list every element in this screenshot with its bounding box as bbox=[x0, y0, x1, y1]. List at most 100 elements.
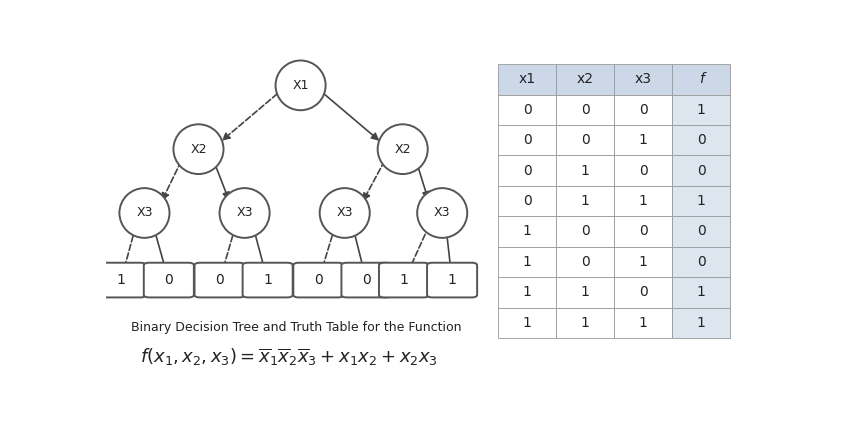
Bar bbox=[672, 216, 730, 246]
Ellipse shape bbox=[219, 188, 269, 238]
Text: Binary Decision Tree and Truth Table for the Function: Binary Decision Tree and Truth Table for… bbox=[131, 321, 462, 334]
Text: 0: 0 bbox=[523, 133, 531, 147]
Text: 0: 0 bbox=[581, 103, 590, 117]
Text: x3: x3 bbox=[635, 72, 652, 86]
FancyBboxPatch shape bbox=[427, 263, 477, 297]
Bar bbox=[498, 308, 556, 338]
Bar bbox=[615, 64, 672, 94]
Text: 1: 1 bbox=[264, 273, 272, 287]
Text: x1: x1 bbox=[518, 72, 536, 86]
Text: $f(x_1, x_2, x_3) = \overline{x}_1\overline{x}_2\overline{x}_3 + x_1x_2 + x_2x_3: $f(x_1, x_2, x_3) = \overline{x}_1\overl… bbox=[140, 346, 439, 368]
Ellipse shape bbox=[377, 124, 428, 174]
Text: 1: 1 bbox=[523, 255, 531, 269]
Bar bbox=[556, 94, 615, 125]
Bar bbox=[672, 94, 730, 125]
Bar bbox=[556, 277, 615, 308]
Bar bbox=[498, 186, 556, 216]
FancyBboxPatch shape bbox=[293, 263, 343, 297]
Text: 0: 0 bbox=[523, 103, 531, 117]
Text: f: f bbox=[699, 72, 704, 86]
Text: 1: 1 bbox=[581, 285, 590, 299]
Text: X3: X3 bbox=[434, 207, 451, 219]
FancyBboxPatch shape bbox=[96, 263, 146, 297]
Text: 1: 1 bbox=[638, 133, 648, 147]
Text: 1: 1 bbox=[448, 273, 456, 287]
Bar bbox=[615, 186, 672, 216]
Bar bbox=[615, 94, 672, 125]
Text: 0: 0 bbox=[697, 164, 706, 178]
Text: X2: X2 bbox=[394, 143, 411, 156]
FancyBboxPatch shape bbox=[195, 263, 245, 297]
Text: 0: 0 bbox=[697, 224, 706, 238]
Text: 0: 0 bbox=[697, 133, 706, 147]
Bar bbox=[556, 64, 615, 94]
Bar bbox=[672, 156, 730, 186]
Text: X2: X2 bbox=[190, 143, 207, 156]
Bar bbox=[498, 125, 556, 156]
Bar bbox=[556, 216, 615, 246]
Bar bbox=[615, 277, 672, 308]
Bar bbox=[672, 277, 730, 308]
Text: 1: 1 bbox=[523, 316, 531, 330]
Text: X3: X3 bbox=[337, 207, 353, 219]
Text: 0: 0 bbox=[362, 273, 371, 287]
Bar bbox=[672, 308, 730, 338]
Bar bbox=[615, 156, 672, 186]
Bar bbox=[556, 186, 615, 216]
Text: 1: 1 bbox=[581, 194, 590, 208]
Text: 1: 1 bbox=[697, 285, 706, 299]
Text: 0: 0 bbox=[164, 273, 173, 287]
Text: 0: 0 bbox=[638, 103, 648, 117]
Text: 0: 0 bbox=[523, 164, 531, 178]
Bar bbox=[556, 156, 615, 186]
Bar bbox=[556, 125, 615, 156]
Text: 0: 0 bbox=[697, 255, 706, 269]
Text: 1: 1 bbox=[697, 194, 706, 208]
Bar bbox=[672, 186, 730, 216]
Text: x2: x2 bbox=[576, 72, 593, 86]
Text: 1: 1 bbox=[638, 194, 648, 208]
Text: 0: 0 bbox=[638, 224, 648, 238]
FancyBboxPatch shape bbox=[379, 263, 429, 297]
Ellipse shape bbox=[275, 60, 326, 110]
Bar bbox=[498, 246, 556, 277]
Bar bbox=[672, 64, 730, 94]
Ellipse shape bbox=[417, 188, 468, 238]
Text: 0: 0 bbox=[581, 255, 590, 269]
Text: 0: 0 bbox=[581, 133, 590, 147]
Bar bbox=[498, 64, 556, 94]
Bar bbox=[498, 94, 556, 125]
Ellipse shape bbox=[320, 188, 370, 238]
Bar bbox=[615, 216, 672, 246]
FancyBboxPatch shape bbox=[144, 263, 194, 297]
Text: 0: 0 bbox=[581, 224, 590, 238]
Bar bbox=[498, 216, 556, 246]
Text: 0: 0 bbox=[638, 285, 648, 299]
Bar bbox=[615, 125, 672, 156]
Text: 1: 1 bbox=[581, 316, 590, 330]
Text: 1: 1 bbox=[400, 273, 409, 287]
Text: 1: 1 bbox=[697, 103, 706, 117]
Text: 1: 1 bbox=[638, 316, 648, 330]
Bar bbox=[556, 246, 615, 277]
Bar bbox=[672, 125, 730, 156]
FancyBboxPatch shape bbox=[342, 263, 392, 297]
Text: 1: 1 bbox=[523, 285, 531, 299]
Text: X3: X3 bbox=[236, 207, 252, 219]
Text: 1: 1 bbox=[697, 316, 706, 330]
Bar bbox=[556, 308, 615, 338]
Bar bbox=[498, 277, 556, 308]
Text: 0: 0 bbox=[523, 194, 531, 208]
Text: 0: 0 bbox=[638, 164, 648, 178]
Text: 1: 1 bbox=[581, 164, 590, 178]
Text: X3: X3 bbox=[136, 207, 153, 219]
Bar bbox=[615, 246, 672, 277]
Bar bbox=[615, 308, 672, 338]
Ellipse shape bbox=[173, 124, 224, 174]
Bar bbox=[498, 156, 556, 186]
Text: 1: 1 bbox=[638, 255, 648, 269]
Bar bbox=[672, 246, 730, 277]
FancyBboxPatch shape bbox=[242, 263, 292, 297]
Text: 0: 0 bbox=[314, 273, 323, 287]
Text: X1: X1 bbox=[292, 79, 309, 92]
